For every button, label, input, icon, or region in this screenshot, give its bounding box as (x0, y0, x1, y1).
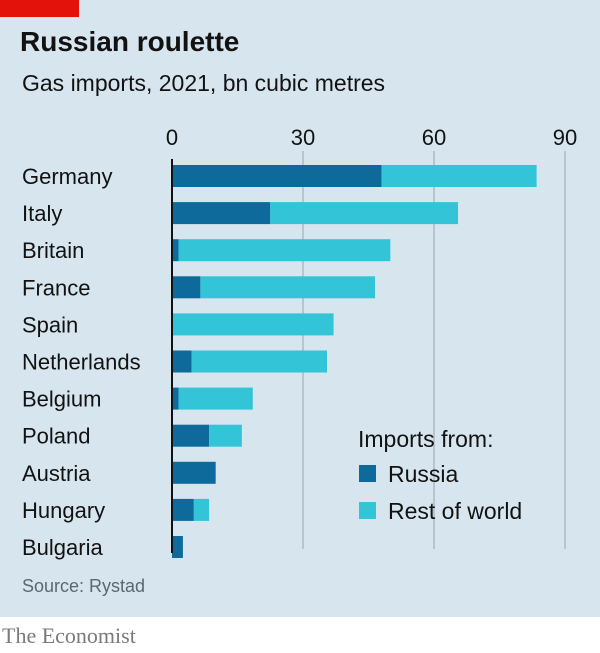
bar-russia-bulgaria (172, 536, 183, 558)
legend-label: Russia (388, 461, 459, 487)
legend-label: Rest of world (388, 498, 522, 524)
bar-russia-austria (172, 461, 216, 484)
chart-panel (0, 0, 600, 617)
category-label: Hungary (22, 498, 105, 523)
bar-russia-poland (172, 424, 210, 447)
chart-subtitle: Gas imports, 2021, bn cubic metres (22, 70, 386, 96)
category-label: Germany (22, 164, 112, 189)
bar-russia-hungary (172, 498, 194, 521)
bar-chart: 0 30 60 90 Germany Italy Britain France Spain Ne… (22, 125, 577, 560)
bar-rest-germany (381, 165, 537, 187)
brand-tag (0, 0, 79, 17)
category-label: Britain (22, 238, 84, 263)
x-tick-label: 30 (291, 125, 315, 150)
bar-russia-france (172, 276, 201, 299)
bar-rest-spain (172, 313, 334, 336)
source-note: Source: Rystad (22, 576, 146, 596)
category-label: Spain (22, 312, 78, 337)
bar-russia-netherlands (172, 350, 192, 373)
x-tick-label: 90 (553, 125, 577, 150)
category-label: Austria (22, 461, 91, 486)
legend-title: Imports from: (358, 426, 493, 452)
category-label: Italy (22, 201, 62, 226)
legend-swatch-russia (359, 465, 376, 482)
bar-rest-netherlands (191, 350, 328, 373)
legend: Imports from: Russia Rest of world (358, 426, 522, 524)
category-label: Netherlands (22, 350, 141, 375)
category-label: Belgium (22, 387, 101, 412)
bar-rest-france (200, 276, 376, 299)
x-tick-label: 60 (422, 125, 446, 150)
bar-rest-britain (178, 239, 391, 262)
bar-rest-hungary (193, 498, 210, 521)
bar-rest-belgium (178, 387, 253, 410)
bar-rest-poland (209, 424, 242, 447)
bar-russia-belgium (172, 387, 179, 410)
category-labels: Germany Italy Britain France Spain Netherland… (22, 164, 141, 560)
x-tick-label: 0 (166, 125, 178, 150)
chart-title: Russian roulette (20, 26, 240, 57)
legend-swatch-rest (359, 502, 376, 519)
category-label: Poland (22, 424, 91, 449)
bars (172, 165, 537, 558)
bar-rest-italy (270, 202, 459, 225)
category-label: Bulgaria (22, 535, 103, 560)
category-label: France (22, 275, 90, 300)
brand-logo: The Economist (2, 623, 136, 648)
bar-russia-italy (172, 202, 271, 225)
x-tick-labels: 0 30 60 90 (166, 125, 577, 150)
bar-russia-britain (172, 239, 179, 262)
bar-russia-germany (172, 165, 382, 187)
